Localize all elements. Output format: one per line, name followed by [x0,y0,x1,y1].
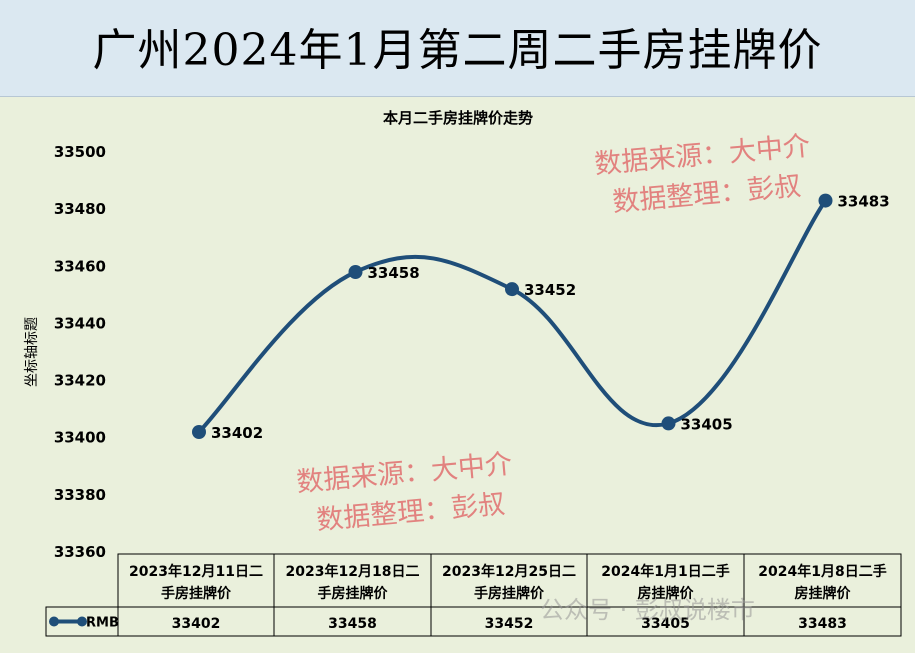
y-tick-label: 33460 [54,257,106,275]
category-label: 手房挂牌价 [474,585,545,602]
category-label: 2023年12月11日二 [129,563,263,580]
y-tick-label: 33360 [54,543,106,561]
y-axis-title: 坐标轴标题 [24,317,40,387]
category-label: 手房挂牌价 [318,585,389,602]
legend-marker [49,616,59,627]
data-point [192,425,206,439]
category-label: 房挂牌价 [638,585,695,602]
data-label: 33405 [681,415,733,433]
category-label: 2023年12月25日二 [442,563,576,580]
data-label: 33402 [211,424,263,442]
footer-watermark: 公众号 · 彭叔说楼市 [540,596,755,624]
data-point [818,193,833,208]
data-label: 33458 [368,264,420,282]
y-tick-label: 33420 [54,372,106,390]
y-tick-label: 33500 [54,143,106,161]
category-label: 房挂牌价 [795,585,852,602]
page-title: 广州2024年1月第二周二手房挂牌价 [92,25,823,76]
table-value: 33405 [641,616,690,632]
data-point [348,265,363,279]
y-tick-label: 33440 [54,314,106,332]
header-banner: 广州2024年1月第二周二手房挂牌价 [0,0,915,97]
table-value: 33452 [485,616,534,632]
category-label: 2023年12月18日二 [286,563,420,580]
line-chart: 本月二手房挂牌价走势 坐标轴标题 33360 33380 33400 33420 334… [24,109,902,637]
y-axis-ticks: 33360 33380 33400 33420 33440 33460 33480 33500 [54,143,106,561]
legend-series-name: RMB [86,616,119,631]
y-tick-label: 33400 [54,429,106,447]
category-label: 手房挂牌价 [161,585,232,602]
table-value: 33458 [328,616,377,632]
table-value: 33402 [172,616,221,632]
data-label: 33483 [838,193,890,211]
data-point [505,282,519,297]
category-label: 2024年1月1日二手 [601,563,729,580]
category-label: 2024年1月8日二手 [758,563,886,580]
y-tick-label: 33480 [54,200,106,218]
series-line-rmb [197,198,828,434]
table-value: 33483 [798,616,847,632]
legend-marker [77,616,87,627]
data-points [192,193,833,439]
data-label: 33452 [524,281,576,299]
data-table: 2023年12月11日二手房挂牌价334022023年12月18日二手房挂牌价3… [45,553,902,637]
data-point [661,416,676,431]
y-tick-label: 33380 [54,486,106,504]
chart-title: 本月二手房挂牌价走势 [383,109,533,127]
data-labels: 33402 33458 33452 33405 33483 [211,193,890,442]
